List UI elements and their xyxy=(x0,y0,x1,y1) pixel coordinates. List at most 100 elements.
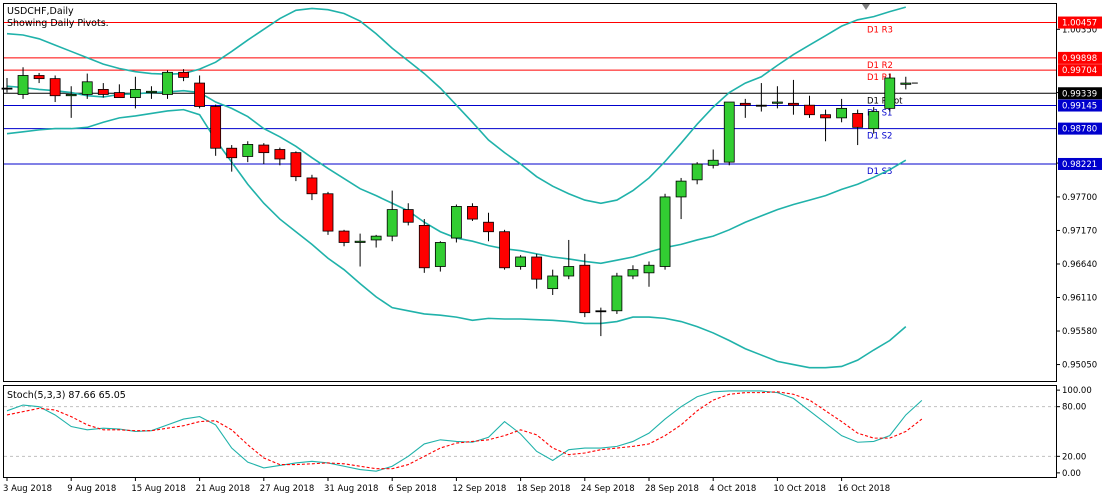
candle-body xyxy=(146,90,157,93)
candle-body xyxy=(162,71,173,95)
time-tick-label: 3 Aug 2018 xyxy=(3,484,52,494)
price-tick-label: 0.97170 xyxy=(1062,226,1097,236)
pivot-level-label: D1 S3 xyxy=(867,167,892,177)
pivot-price-label: 0.98780 xyxy=(1062,125,1097,135)
pivot-price-label: 0.99704 xyxy=(1062,66,1097,76)
price-tick-label: 1.00350 xyxy=(1062,25,1097,35)
candle-body xyxy=(354,240,366,243)
candle-body xyxy=(788,102,799,106)
candle-body xyxy=(563,266,575,277)
candle-body xyxy=(129,88,141,99)
candle-body xyxy=(33,75,45,80)
candle-body xyxy=(290,152,302,178)
candle-body xyxy=(226,147,238,159)
pivot-price-label: 0.98221 xyxy=(1062,160,1097,170)
pivot-price-badge xyxy=(1058,99,1102,112)
candle-body xyxy=(370,235,382,241)
pivot-price-badge xyxy=(1058,87,1102,100)
candle-body xyxy=(836,107,847,119)
candle-body xyxy=(499,231,510,269)
candle-body xyxy=(338,230,350,243)
pivot-price-label: 0.99145 xyxy=(1062,102,1097,112)
candle-body xyxy=(418,224,430,269)
pivot-level-label: D1 R1 xyxy=(867,73,893,83)
pivot-price-badge xyxy=(1058,157,1102,170)
candle-body xyxy=(81,81,93,95)
chart-shift-marker xyxy=(862,4,870,10)
candle-body xyxy=(49,78,61,97)
candles xyxy=(1,67,918,337)
price-tick-label: 0.96640 xyxy=(1062,260,1097,270)
candle-body xyxy=(579,264,591,314)
candle-body xyxy=(675,180,687,198)
time-tick-label: 16 Oct 2018 xyxy=(838,484,891,494)
time-tick-label: 12 Sep 2018 xyxy=(452,484,506,494)
stoch-title: Stoch(5,3,3) 87.66 65.05 xyxy=(7,390,126,401)
time-tick-label: 31 Aug 2018 xyxy=(324,484,378,494)
stoch-level-lines xyxy=(4,406,1056,457)
time-tick-label: 15 Aug 2018 xyxy=(131,484,185,494)
candle-body xyxy=(627,269,639,277)
stoch-lines xyxy=(6,390,923,472)
pivot-level-label: D1 S2 xyxy=(867,132,892,142)
candle-body xyxy=(17,75,29,95)
candle-body xyxy=(178,71,189,78)
pivot-price-label: 0.99898 xyxy=(1062,54,1097,64)
candle-body xyxy=(242,144,254,157)
time-tick-label: 28 Sep 2018 xyxy=(645,484,699,494)
time-tick-label: 21 Aug 2018 xyxy=(196,484,250,494)
candle-body xyxy=(900,82,912,85)
pivot-price-badge xyxy=(1058,122,1102,135)
candle-body xyxy=(595,310,607,313)
stoch-tick-label: 20.00 xyxy=(1062,452,1086,462)
pivot-level-label: D1 S1 xyxy=(867,109,892,119)
price-axis: 1.003500.993500.982350.977000.971700.966… xyxy=(1056,16,1102,371)
stoch-signal-line xyxy=(6,391,923,470)
candle-body xyxy=(820,114,831,119)
stoch-tick-label: 80.00 xyxy=(1062,403,1086,413)
time-axis: 3 Aug 2018 9 Aug 2018 15 Aug 2018 21 Aug 20… xyxy=(3,477,890,494)
stoch-axis: 100.00 80.00 20.00 0.00 xyxy=(1056,386,1092,479)
time-tick-label: 27 Aug 2018 xyxy=(260,484,314,494)
candle-body xyxy=(467,206,478,220)
candle-body xyxy=(194,82,206,107)
candle-body xyxy=(258,144,270,154)
pivot-price-badge xyxy=(1058,64,1102,77)
candle-body xyxy=(274,149,286,160)
pivot-price-badge xyxy=(1058,16,1102,29)
candle-body xyxy=(739,102,751,106)
candle-body xyxy=(884,77,896,109)
time-tick-label: 4 Oct 2018 xyxy=(709,484,756,494)
candle-body xyxy=(97,88,109,95)
candle-body xyxy=(531,256,543,280)
candle-body xyxy=(659,196,671,267)
price-tick-label: 0.95050 xyxy=(1062,361,1097,371)
candle-body xyxy=(113,92,125,99)
candle-body xyxy=(322,193,334,232)
candle-body xyxy=(306,177,318,195)
candle-body xyxy=(515,256,526,267)
time-tick-label: 24 Sep 2018 xyxy=(581,484,635,494)
candle-body xyxy=(611,275,623,312)
candle-body xyxy=(643,264,655,274)
candle-body xyxy=(483,221,494,233)
indicator-note: Showing Daily Pivots. xyxy=(7,18,109,29)
pivot-price-label: 0.99339 xyxy=(1062,89,1097,99)
time-tick-label: 6 Sep 2018 xyxy=(388,484,436,494)
stochastic-pane[interactable]: 100.00 80.00 20.00 0.00 Stoch(5,3,3) 87.66 … xyxy=(3,385,1092,479)
time-tick-label: 18 Sep 2018 xyxy=(517,484,571,494)
candle-body xyxy=(547,275,559,290)
candle-body xyxy=(852,113,864,128)
bollinger-upper xyxy=(6,6,907,205)
candle-body xyxy=(434,242,446,267)
candle-body xyxy=(755,104,767,107)
main-pane-frame xyxy=(3,3,1057,382)
price-tick-label: 0.97700 xyxy=(1062,193,1097,203)
symbol-title: USDCHF,Daily xyxy=(7,6,74,17)
candle-body xyxy=(450,206,462,239)
